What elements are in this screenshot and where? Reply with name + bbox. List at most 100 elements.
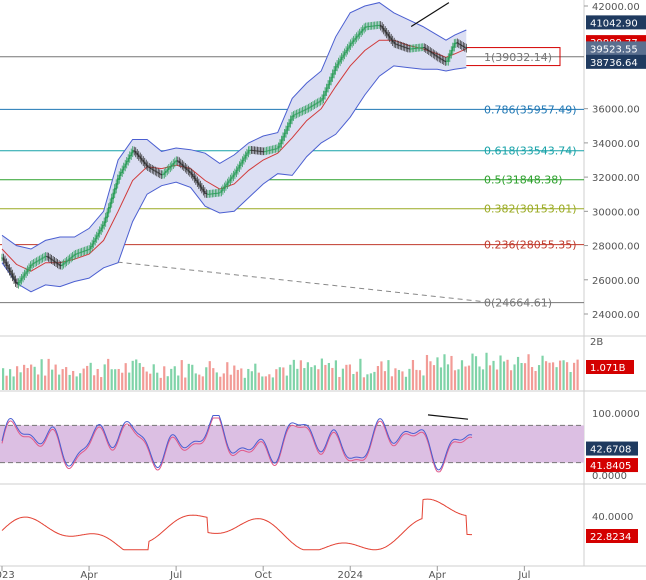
- candle-body: [20, 277, 23, 281]
- volume-bar: [149, 373, 152, 390]
- candle-body: [85, 250, 87, 252]
- volume-bar: [355, 371, 359, 390]
- volume-bar: [166, 376, 169, 390]
- price-tick-label: 32000.00: [592, 173, 640, 184]
- candle-body: [106, 211, 108, 219]
- volume-bar: [324, 364, 327, 390]
- candle-body: [2, 257, 5, 261]
- candle-body: [424, 47, 427, 50]
- stoch-tag: [586, 441, 638, 456]
- volume-bar: [506, 359, 509, 390]
- volume-bar: [404, 376, 408, 390]
- candle-body: [337, 61, 340, 65]
- candle-body: [264, 151, 266, 153]
- bollinger-upper: [1, 2, 467, 250]
- candle-body: [208, 193, 211, 195]
- candle-body: [397, 44, 400, 46]
- candle-body: [97, 232, 99, 237]
- candle-body: [226, 182, 229, 186]
- volume-bar: [278, 367, 281, 390]
- volume-bar: [215, 372, 218, 390]
- volume-bar: [243, 377, 246, 390]
- volume-bar: [303, 368, 306, 390]
- candle-body: [319, 100, 322, 102]
- candle-body: [237, 167, 239, 171]
- price-tag: [586, 41, 646, 56]
- volume-bar: [5, 375, 8, 390]
- candle-body: [11, 273, 14, 278]
- candle-body: [170, 164, 173, 167]
- candle-body: [351, 41, 353, 44]
- candle-body: [122, 166, 125, 171]
- candle-body: [461, 44, 463, 47]
- candle-body: [354, 37, 356, 41]
- volume-bar: [191, 364, 194, 390]
- candle-body: [180, 162, 182, 165]
- candle-body: [315, 103, 317, 105]
- candle-body: [249, 149, 251, 151]
- candle-body: [328, 80, 331, 86]
- candle-body: [166, 169, 169, 172]
- candle-body: [116, 178, 119, 185]
- candle-body: [352, 39, 355, 43]
- volume-bar: [327, 362, 330, 390]
- time-tick-label: Apr: [429, 570, 447, 580]
- price-tick-label: 26000.00: [592, 276, 640, 287]
- candle-body: [146, 165, 149, 168]
- candle-body: [130, 152, 133, 157]
- volume-bar: [383, 371, 387, 390]
- candle-body: [184, 166, 187, 169]
- candle-body: [259, 150, 262, 152]
- volume-bar: [439, 367, 443, 390]
- time-tick-label: Apr: [80, 570, 98, 580]
- volume-bar: [247, 368, 250, 390]
- volume-bar: [425, 354, 429, 390]
- candle-body: [98, 230, 101, 234]
- candle-body: [177, 160, 179, 162]
- candle-body: [89, 246, 92, 250]
- volume-bar: [58, 374, 61, 390]
- time-axis: 2023 Apr Jul Oct 2024 Apr Jul: [0, 566, 530, 580]
- stoch-tick-label: 100.0000: [592, 409, 640, 420]
- candle-body: [357, 34, 359, 37]
- volume-bar: [534, 370, 537, 390]
- candle-body: [396, 44, 398, 46]
- volume-bar: [443, 354, 446, 390]
- candle-body: [355, 36, 358, 39]
- price-tick-label: 42000.00: [592, 2, 640, 13]
- candle-body: [382, 27, 385, 31]
- candle-body: [274, 148, 277, 150]
- volume-bar: [569, 371, 572, 390]
- volume-bar: [394, 368, 397, 390]
- volume-bar: [282, 367, 285, 390]
- candle-body: [241, 160, 244, 164]
- candle-body: [25, 271, 27, 275]
- candle-body: [199, 184, 202, 188]
- volume-bar: [51, 369, 54, 390]
- candle-body: [38, 259, 41, 261]
- candle-body: [94, 238, 96, 242]
- candle-body: [268, 149, 271, 151]
- volume-bar: [320, 358, 323, 390]
- volume-bar: [75, 376, 78, 390]
- candle-body: [74, 253, 77, 255]
- candle-body: [186, 168, 188, 171]
- volume-bar: [135, 359, 138, 390]
- candle-body: [46, 256, 48, 258]
- candle-body: [113, 187, 116, 195]
- candle-body: [232, 174, 235, 178]
- candle-body: [300, 111, 302, 113]
- volume-bar: [481, 369, 485, 390]
- volume-bar: [100, 377, 103, 390]
- price-series: [1, 21, 468, 289]
- candle-body: [149, 167, 152, 170]
- time-tick-label: 2023: [0, 570, 15, 580]
- volume-tag: [586, 360, 634, 374]
- volume-bar: [401, 371, 404, 390]
- candle-body: [7, 265, 9, 269]
- volume-bar: [138, 363, 141, 390]
- volume-tick-label: 2B: [590, 337, 603, 348]
- candle-body: [73, 254, 75, 257]
- candle-body: [193, 176, 196, 179]
- volume-bar: [334, 360, 337, 390]
